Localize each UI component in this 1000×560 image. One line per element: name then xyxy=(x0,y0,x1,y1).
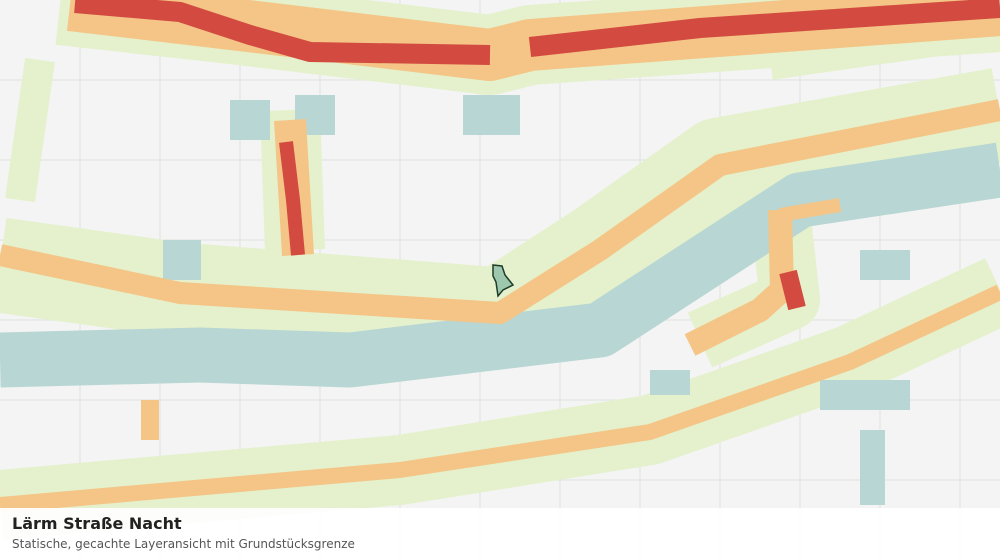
noise-band xyxy=(74,0,491,65)
noise-band xyxy=(279,141,305,256)
layer-subtitle: Statische, gecachte Layeransicht mit Gru… xyxy=(12,537,355,551)
caption: Lärm Straße Nacht Statische, gecachte La… xyxy=(0,508,1000,560)
noise-band xyxy=(0,284,1000,513)
shadow-patch xyxy=(230,100,270,140)
shadow-patch xyxy=(860,250,910,280)
noise-band xyxy=(5,57,55,203)
shadow-patch xyxy=(163,240,201,280)
parcel-boundary[interactable] xyxy=(492,264,515,298)
shadow-patch xyxy=(650,370,690,395)
noise-band xyxy=(779,269,806,311)
shadow-patch xyxy=(860,430,885,505)
shadow-patch xyxy=(820,380,910,410)
noise-band xyxy=(778,198,842,222)
shadow-band xyxy=(0,142,1000,388)
noise-band xyxy=(684,209,794,356)
layer-title: Lärm Straße Nacht xyxy=(12,514,182,533)
shadow-patch xyxy=(463,95,520,135)
noise-high xyxy=(74,0,1000,311)
noise-band xyxy=(0,99,1000,324)
noise-band xyxy=(528,0,1000,57)
